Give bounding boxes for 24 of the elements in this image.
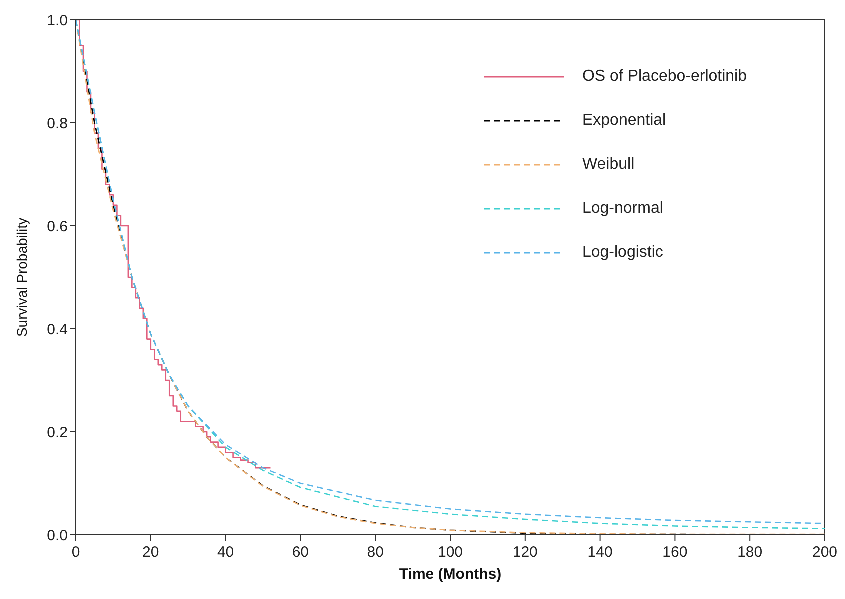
x-tick-label: 100 <box>438 544 464 561</box>
x-tick-label: 120 <box>512 544 538 561</box>
legend-label: Log-logistic <box>582 244 664 262</box>
x-tick-label: 160 <box>662 544 688 561</box>
legend-label: Log-normal <box>582 200 664 218</box>
x-tick-label: 200 <box>812 544 838 561</box>
x-tick-label: 140 <box>588 544 613 561</box>
x-tick-label: 20 <box>142 544 160 561</box>
x-tick-label: 40 <box>217 544 234 561</box>
y-tick-label: 0.6 <box>47 218 68 236</box>
legend-label: OS of Placebo-erlotinib <box>582 68 747 86</box>
x-tick-label: 180 <box>738 544 763 561</box>
x-axis-title: Time (Months) <box>399 566 502 583</box>
x-tick-label: 0 <box>72 544 80 561</box>
legend-label: Exponential <box>582 112 666 130</box>
x-tick-label: 80 <box>367 544 384 561</box>
x-tick-label: 60 <box>292 544 310 561</box>
y-tick-label: 0.2 <box>47 424 68 442</box>
legend-label: Weibull <box>582 156 635 174</box>
y-tick-label: 0.0 <box>47 527 68 544</box>
y-tick-label: 1.0 <box>47 12 68 30</box>
y-tick-label: 0.8 <box>47 115 68 132</box>
y-axis-title: Survival Probability <box>14 218 30 338</box>
y-tick-label: 0.4 <box>47 321 68 338</box>
